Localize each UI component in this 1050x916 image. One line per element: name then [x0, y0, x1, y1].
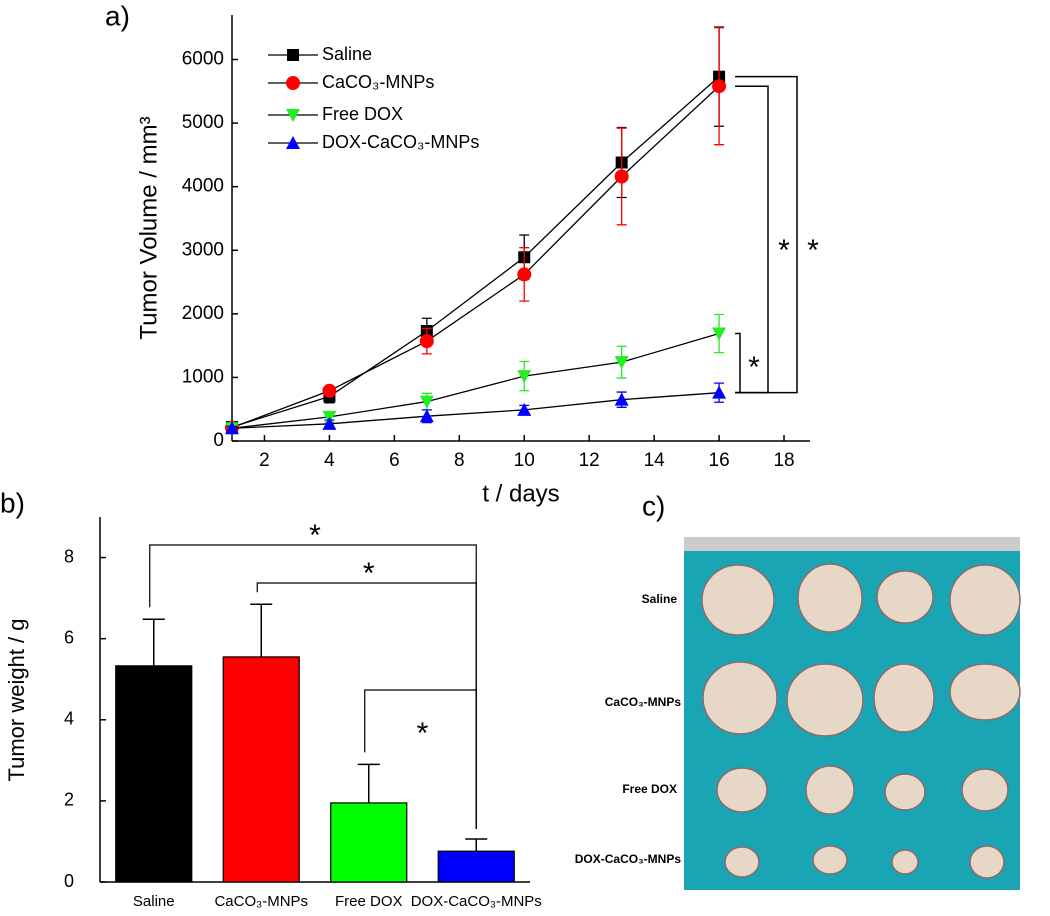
- y-axis-label: Tumor Volume / mm³: [135, 116, 162, 339]
- x-tick-label: 8: [454, 450, 465, 471]
- y-tick-label: 1000: [182, 366, 224, 387]
- marker: [517, 402, 532, 416]
- y-tick-label: 2000: [182, 303, 224, 324]
- y-tick-label: 4000: [182, 176, 224, 197]
- bar: [115, 665, 193, 883]
- panel-label: a): [105, 0, 130, 31]
- bar: [437, 850, 515, 883]
- significance: *: [363, 557, 375, 590]
- photo-label: CaCO₃-MNPs: [605, 695, 682, 709]
- significance: *: [309, 519, 321, 552]
- significance: *: [778, 234, 790, 267]
- y-tick-label: 8: [64, 546, 74, 566]
- photo-labels: Saline CaCO₃-MNPs Free DOX DOX-CaCO₃-MNP…: [575, 592, 682, 866]
- marker: [286, 136, 300, 149]
- y-tick-label: 0: [64, 871, 74, 891]
- series-line: [231, 332, 720, 429]
- bar: [330, 802, 408, 883]
- x-tick-label: 12: [579, 450, 600, 471]
- bracket: [364, 689, 477, 830]
- photo-label: Free DOX: [622, 782, 677, 796]
- y-tick-label: 3000: [182, 239, 224, 260]
- marker: [712, 327, 727, 341]
- legend-label: DOX-CaCO₃-MNPs: [322, 132, 479, 152]
- series-line: [231, 392, 720, 429]
- significance: *: [807, 234, 819, 267]
- legend-label: CaCO₃-MNPs: [322, 72, 434, 92]
- panel-label: c): [642, 490, 665, 521]
- significance: *: [748, 351, 760, 384]
- tumors: [701, 563, 1021, 879]
- marker: [614, 392, 629, 406]
- y-tick-label: 2: [64, 790, 74, 810]
- series-line: [231, 85, 720, 429]
- marker: [712, 385, 727, 399]
- error-bar: [250, 603, 273, 657]
- x-tick-label: Free DOX: [335, 893, 403, 910]
- marker: [287, 49, 299, 61]
- bracket: [149, 544, 477, 830]
- marker: [419, 409, 434, 423]
- marker: [419, 395, 434, 409]
- error-bar: [142, 618, 165, 666]
- marker: [286, 109, 300, 122]
- marker: [225, 421, 239, 435]
- photo-label: Saline: [642, 592, 678, 606]
- x-tick-label: 2: [259, 450, 270, 471]
- bar: [222, 656, 300, 883]
- y-tick-label: 5000: [182, 112, 224, 133]
- marker: [322, 416, 337, 430]
- x-axis-label: t / days: [482, 480, 559, 507]
- marker: [517, 370, 532, 384]
- x-tick-label: 10: [514, 450, 535, 471]
- x-tick-label: CaCO₃-MNPs: [214, 893, 308, 910]
- marker: [419, 334, 434, 349]
- x-tick-label: 18: [773, 450, 794, 471]
- photo: Saline CaCO₃-MNPs Free DOX DOX-CaCO₃-MNP…: [575, 537, 1021, 890]
- marker: [614, 169, 629, 184]
- legend-label: Saline: [322, 44, 372, 64]
- marker: [517, 267, 532, 282]
- marker: [286, 76, 300, 90]
- x-tick-label: 14: [644, 450, 666, 471]
- marker: [614, 356, 629, 370]
- x-tick-label: DOX-CaCO₃-MNPs: [411, 893, 542, 910]
- y-tick-label: 4: [64, 709, 74, 729]
- y-tick-label: 0: [213, 430, 224, 451]
- legend-label: Free DOX: [322, 104, 403, 124]
- y-axis-label: Tumor weight / g: [4, 618, 29, 781]
- significance: *: [417, 717, 429, 750]
- y-tick-label: 6: [64, 627, 74, 647]
- marker: [712, 79, 727, 94]
- photo-label: DOX-CaCO₃-MNPs: [575, 852, 682, 866]
- bracket: [735, 332, 741, 394]
- y-tick-label: 6000: [182, 49, 224, 70]
- series-line: [231, 76, 720, 428]
- x-tick-label: 6: [389, 450, 400, 471]
- ruler: [684, 537, 1020, 551]
- error-bar: [465, 838, 488, 852]
- bracket: [735, 85, 769, 394]
- error-bar: [357, 763, 380, 803]
- x-tick-label: 4: [324, 450, 335, 471]
- panel-label: b): [0, 487, 25, 518]
- x-tick-label: Saline: [133, 893, 175, 910]
- marker: [322, 383, 337, 398]
- x-tick-label: 16: [709, 450, 730, 471]
